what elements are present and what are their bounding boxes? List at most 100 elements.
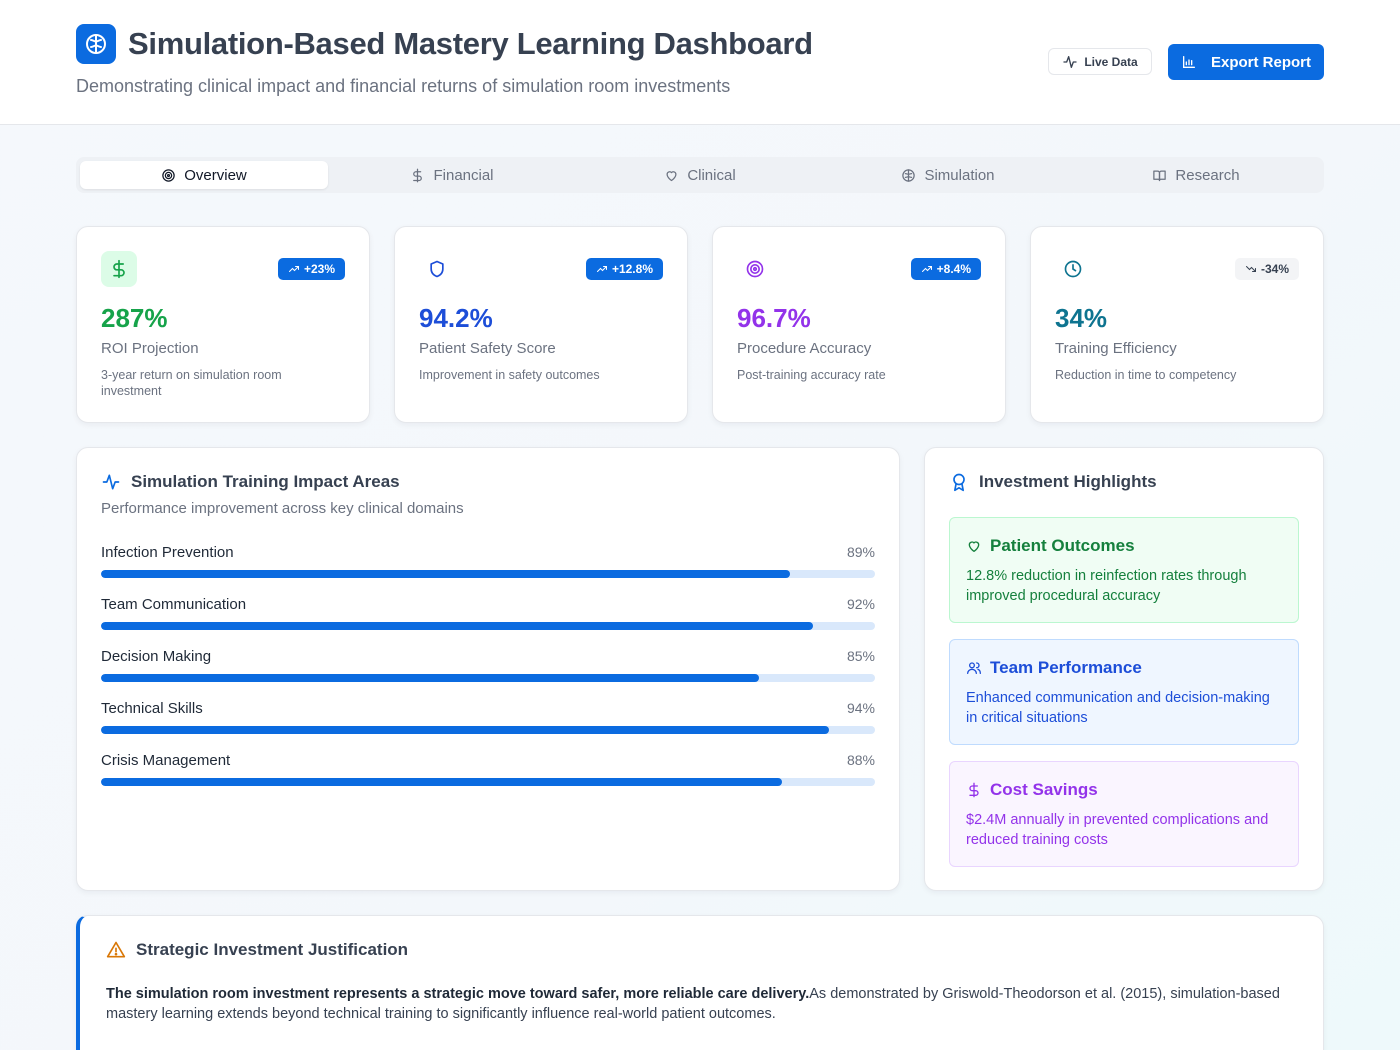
progress-fill xyxy=(101,778,783,786)
award-icon xyxy=(953,473,965,492)
highlight-patient-outcomes: Patient Outcomes 12.8% reduction in rein… xyxy=(949,517,1299,623)
trend-badge: -34% xyxy=(1234,258,1299,280)
impact-percent: 94% xyxy=(846,700,875,716)
kpi-label: ROI Projection xyxy=(101,340,199,357)
section-title: Investment Highlights xyxy=(979,472,1157,491)
impact-title-row: Simulation Training Impact Areas xyxy=(101,472,400,492)
activity-icon xyxy=(1063,55,1077,68)
users-icon xyxy=(967,662,981,674)
progress-fill xyxy=(101,674,759,682)
highlight-title: Cost Savings xyxy=(990,780,1098,799)
heart-icon xyxy=(968,541,980,552)
progress-track xyxy=(101,778,875,786)
trend-value: +23% xyxy=(303,262,335,276)
dollar-icon xyxy=(101,251,137,287)
page-title: Simulation-Based Mastery Learning Dashbo… xyxy=(128,26,813,61)
tab-simulation[interactable]: Simulation xyxy=(824,161,1072,189)
shield-icon xyxy=(419,251,455,287)
progress-track xyxy=(101,674,875,682)
activity-icon xyxy=(102,474,120,490)
export-report-button[interactable]: Export Report xyxy=(1168,44,1324,80)
highlight-title: Patient Outcomes xyxy=(990,536,1135,555)
kpi-description: 3-year return on simulation room investm… xyxy=(101,368,282,398)
kpi-card-safety: +12.8% 94.2% Patient Safety Score Improv… xyxy=(394,226,688,423)
target-icon xyxy=(162,168,175,182)
kpi-value: 287% xyxy=(101,303,168,333)
tab-research[interactable]: Research xyxy=(1072,161,1320,189)
impact-label: Decision Making xyxy=(101,648,212,665)
highlight-text: 12.8% reduction in reinfection rates thr… xyxy=(966,568,1247,604)
highlight-text: $2.4M annually in prevented complication… xyxy=(966,812,1269,848)
page-header: Simulation-Based Mastery Learning Dashbo… xyxy=(0,0,1400,125)
live-data-button[interactable]: Live Data xyxy=(1048,48,1152,75)
investment-highlights-card: Investment Highlights Patient Outcomes 1… xyxy=(924,447,1324,891)
trend-value: +8.4% xyxy=(936,262,971,276)
kpi-value: 96.7% xyxy=(737,303,811,333)
progress-track xyxy=(101,570,875,578)
highlight-title-row: Cost Savings xyxy=(966,780,1282,800)
kpi-card-efficiency: -34% 34% Training Efficiency Reduction i… xyxy=(1030,226,1324,423)
live-data-label: Live Data xyxy=(1084,54,1138,69)
section-title: Simulation Training Impact Areas xyxy=(131,472,400,491)
trend-badge: +8.4% xyxy=(910,258,981,280)
tab-clinical[interactable]: Clinical xyxy=(576,161,824,189)
brain-icon xyxy=(76,24,116,64)
trend-value: +12.8% xyxy=(611,262,653,276)
page-subtitle: Demonstrating clinical impact and financ… xyxy=(76,76,731,96)
impact-row-technical: Technical Skills 94% xyxy=(101,700,875,734)
impact-row-crisis: Crisis Management 88% xyxy=(101,752,875,786)
kpi-card-roi: +23% 287% ROI Projection 3-year return o… xyxy=(76,226,370,423)
trending-up-icon xyxy=(596,266,607,272)
trending-up-icon xyxy=(288,266,299,272)
tab-label: Financial xyxy=(433,166,494,184)
strategy-lead: The simulation room investment represent… xyxy=(106,986,810,1002)
highlight-cost-savings: Cost Savings $2.4M annually in prevented… xyxy=(949,761,1299,867)
impact-row-infection: Infection Prevention 89% xyxy=(101,544,875,578)
kpi-label: Training Efficiency xyxy=(1055,340,1177,357)
kpi-description: Improvement in safety outcomes xyxy=(419,368,600,382)
dollar-icon xyxy=(413,168,423,182)
clock-icon xyxy=(1055,251,1091,287)
highlight-team-performance: Team Performance Enhanced communication … xyxy=(949,639,1299,745)
strategy-body: As demonstrated by Griswold-Theodorson e… xyxy=(106,986,1280,1022)
tab-label: Clinical xyxy=(687,166,736,184)
strategy-text: The simulation room investment represent… xyxy=(106,984,1296,1024)
highlight-text: Enhanced communication and decision-maki… xyxy=(966,690,1270,726)
tab-financial[interactable]: Financial xyxy=(328,161,576,189)
impact-row-decision: Decision Making 85% xyxy=(101,648,875,682)
tab-label: Research xyxy=(1175,166,1240,184)
highlights-title-row: Investment Highlights xyxy=(949,472,1157,492)
trending-up-icon xyxy=(921,266,932,272)
impact-label: Team Communication xyxy=(101,596,247,613)
warning-icon xyxy=(106,941,126,958)
highlight-title-row: Team Performance xyxy=(966,658,1282,678)
tab-overview[interactable]: Overview xyxy=(80,161,328,189)
kpi-description: Reduction in time to competency xyxy=(1055,368,1237,382)
impact-label: Infection Prevention xyxy=(101,544,234,561)
progress-fill xyxy=(101,726,829,734)
kpi-label: Procedure Accuracy xyxy=(737,340,872,357)
progress-fill xyxy=(101,622,814,630)
strategy-title-row: Strategic Investment Justification xyxy=(106,940,408,960)
kpi-value: 34% xyxy=(1055,303,1108,333)
impact-row-communication: Team Communication 92% xyxy=(101,596,875,630)
trend-badge: +23% xyxy=(277,258,345,280)
kpi-label: Patient Safety Score xyxy=(419,340,556,357)
kpi-card-accuracy: +8.4% 96.7% Procedure Accuracy Post-trai… xyxy=(712,226,1006,423)
highlight-title-row: Patient Outcomes xyxy=(966,536,1282,556)
impact-label: Crisis Management xyxy=(101,752,231,769)
section-subtitle: Performance improvement across key clini… xyxy=(101,500,464,517)
trend-value: -34% xyxy=(1260,262,1289,276)
progress-track xyxy=(101,726,875,734)
trending-down-icon xyxy=(1245,266,1256,272)
chart-icon xyxy=(1182,56,1195,68)
brain-icon xyxy=(902,168,916,182)
impact-percent: 92% xyxy=(846,596,875,612)
target-icon xyxy=(737,251,773,287)
impact-percent: 89% xyxy=(846,544,875,560)
progress-track xyxy=(101,622,875,630)
impact-areas-card: Simulation Training Impact Areas Perform… xyxy=(76,447,900,891)
impact-label: Technical Skills xyxy=(101,700,203,717)
kpi-value: 94.2% xyxy=(419,303,493,333)
kpi-description: Post-training accuracy rate xyxy=(737,368,886,382)
